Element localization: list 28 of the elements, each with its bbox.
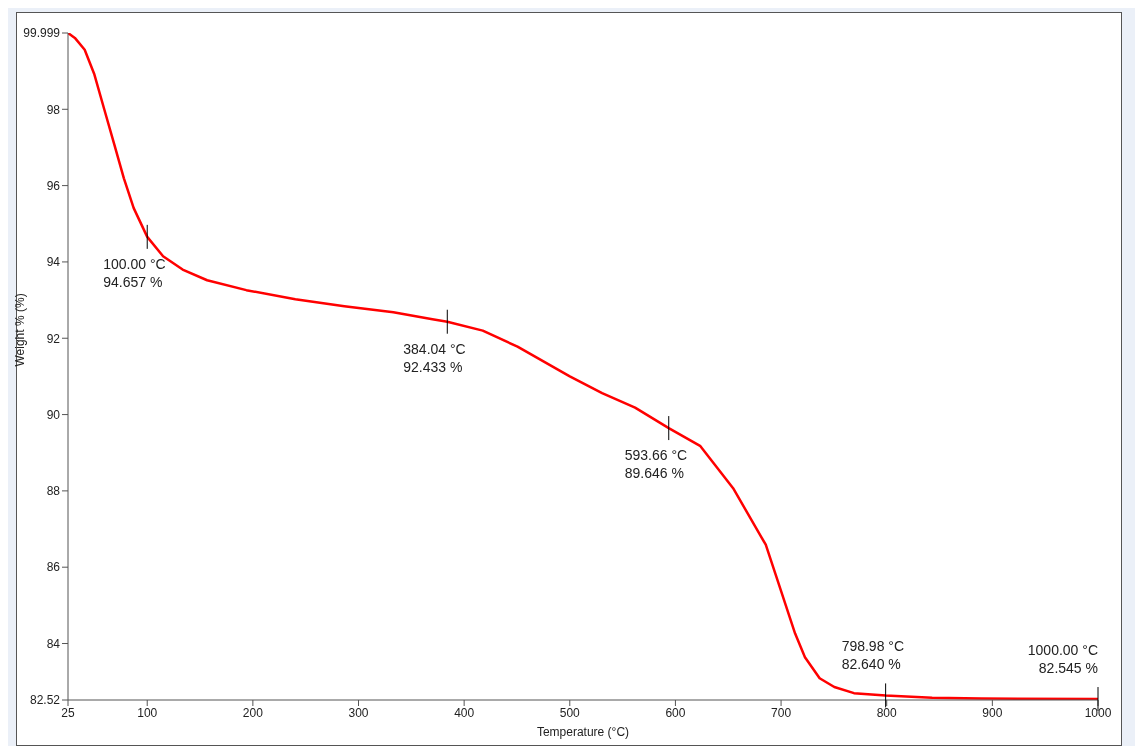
x-tick-label: 900 [982, 705, 1003, 720]
y-tick-label: 99.999 [23, 26, 61, 41]
y-axis-title: Weight % (%) [13, 293, 28, 367]
x-tick-label: 500 [559, 705, 581, 720]
annotation: 798.98 °C 82.640 % [841, 638, 905, 673]
x-tick-label: 800 [876, 705, 898, 720]
x-tick-label: 300 [348, 705, 369, 720]
y-tick-label: 94 [46, 255, 61, 270]
x-tick-label: 600 [665, 705, 686, 720]
y-tick-label: 96 [46, 178, 61, 193]
x-tick-label: 700 [771, 705, 792, 720]
y-tick-label: 88 [46, 484, 61, 499]
x-tick-label: 1000 [1084, 705, 1112, 720]
y-tick-label: 86 [46, 560, 61, 575]
x-axis-title: Temperature (°C) [536, 725, 630, 739]
x-tick-label: 25 [61, 705, 75, 720]
annotation: 100.00 °C 94.657 % [103, 255, 166, 290]
annotation: 384.04 °C 92.433 % [403, 340, 466, 375]
y-tick-label: 84 [46, 636, 61, 651]
x-tick-label: 400 [454, 705, 475, 720]
y-tick-label: 90 [46, 407, 61, 422]
annotation: 1000.00 °C 82.545 % [1027, 642, 1098, 677]
x-tick-label: 200 [242, 705, 264, 720]
y-tick-label: 98 [46, 102, 61, 117]
annotation: 593.66 °C 89.646 % [624, 447, 688, 482]
x-tick-label: 100 [137, 705, 158, 720]
y-tick-label: 82.52 [29, 693, 61, 708]
y-tick-label: 92 [46, 331, 61, 346]
